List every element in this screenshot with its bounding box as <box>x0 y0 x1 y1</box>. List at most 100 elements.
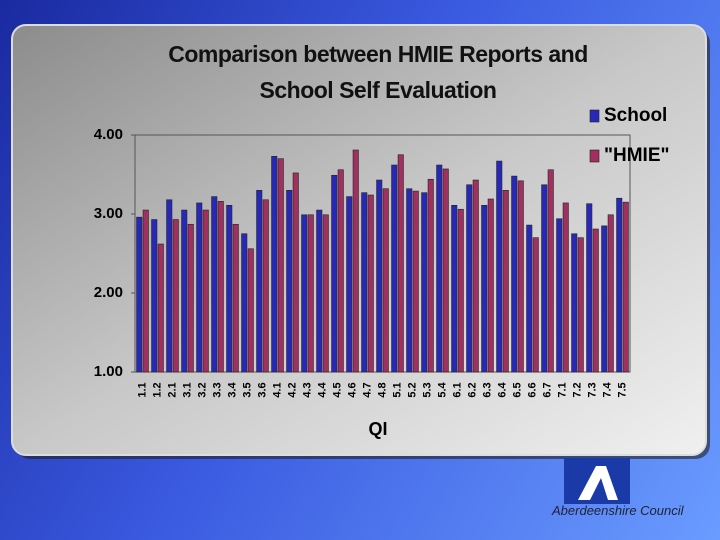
bar <box>136 216 143 373</box>
x-tick-label: 1.2 <box>151 382 163 397</box>
bar <box>496 160 503 373</box>
x-tick-label: 6.6 <box>526 382 538 397</box>
bar <box>241 233 248 373</box>
logo-text: Aberdeenshire Council <box>552 503 684 518</box>
bar <box>307 214 314 373</box>
bar <box>187 223 194 373</box>
x-tick-label: 3.1 <box>181 382 193 397</box>
bar <box>166 199 173 373</box>
bar <box>217 201 224 373</box>
bar <box>142 209 149 373</box>
x-tick-label: 4.4 <box>316 381 328 397</box>
bar <box>232 223 239 373</box>
bar <box>547 169 554 373</box>
bar <box>286 190 293 373</box>
bar <box>256 190 263 373</box>
bar <box>247 248 254 373</box>
bar <box>271 156 278 373</box>
y-tick-label: 2.00 <box>94 284 123 301</box>
bar <box>226 205 233 373</box>
x-tick-label: 3.3 <box>211 382 223 397</box>
x-tick-label: 6.3 <box>481 382 493 397</box>
bar <box>442 168 449 373</box>
bar <box>502 190 509 373</box>
x-tick-label: 3.2 <box>196 382 208 397</box>
x-tick-label: 3.5 <box>241 382 253 397</box>
bar <box>577 237 584 373</box>
x-tick-label: 4.6 <box>346 382 358 397</box>
x-tick-label: 3.6 <box>256 382 268 397</box>
plot-frame <box>134 134 631 373</box>
bar <box>352 149 359 373</box>
x-tick-label: 6.4 <box>496 381 508 397</box>
bar <box>562 202 569 373</box>
bar <box>622 201 629 373</box>
bar <box>601 225 608 373</box>
bar <box>412 190 419 373</box>
y-tick-label: 1.00 <box>94 363 123 380</box>
x-tick-label: 7.5 <box>616 382 628 397</box>
bar <box>346 196 353 373</box>
bar <box>421 192 428 373</box>
bar <box>337 169 344 373</box>
x-tick-label: 7.1 <box>556 382 568 397</box>
bar <box>292 172 299 373</box>
x-tick-label: 6.1 <box>451 382 463 397</box>
x-tick-label: 7.2 <box>571 382 583 397</box>
y-tick-label: 3.00 <box>94 205 123 222</box>
bar <box>616 197 623 373</box>
bar <box>436 164 443 373</box>
bar <box>196 202 203 373</box>
bar <box>511 175 518 373</box>
x-tick-label: 4.2 <box>286 382 298 397</box>
x-tick-label: 5.4 <box>436 381 448 397</box>
bar <box>571 233 578 373</box>
bar <box>361 192 368 373</box>
bar <box>301 214 308 373</box>
x-tick-label: 6.5 <box>511 382 523 397</box>
legend-swatch <box>589 109 600 123</box>
bar <box>397 154 404 373</box>
x-tick-label: 4.3 <box>301 382 313 397</box>
bar <box>331 174 338 373</box>
x-tick-label: 1.1 <box>136 382 148 397</box>
bar <box>607 214 614 373</box>
bar <box>457 208 464 373</box>
x-tick-label: 7.4 <box>601 381 613 397</box>
bar <box>157 243 164 373</box>
x-tick-label: 2.1 <box>166 382 178 397</box>
bar <box>376 179 383 373</box>
x-tick-label: 5.2 <box>406 382 418 397</box>
x-tick-label: 6.2 <box>466 382 478 397</box>
bar <box>586 203 593 373</box>
x-tick-label: 5.1 <box>391 382 403 397</box>
legend-label: School <box>604 105 667 126</box>
bar <box>592 228 599 373</box>
x-tick-label: 4.5 <box>331 382 343 397</box>
chart-title: Comparison between HMIE Reports and Scho… <box>168 41 588 103</box>
bar <box>151 219 158 373</box>
legend-swatch <box>589 149 600 163</box>
x-tick-label: 4.1 <box>271 382 283 397</box>
bar <box>532 237 539 373</box>
bar <box>172 219 179 373</box>
bar <box>481 205 488 373</box>
legend-label: "HMIE" <box>604 145 670 166</box>
x-tick-label: 7.3 <box>586 382 598 397</box>
y-tick-label: 4.00 <box>94 126 123 143</box>
x-tick-label: 6.7 <box>541 382 553 397</box>
bar <box>451 205 458 373</box>
bar <box>406 188 413 373</box>
bar <box>466 184 473 373</box>
bar <box>322 214 329 373</box>
bar <box>541 184 548 373</box>
bar <box>487 198 494 373</box>
x-tick-label: 3.4 <box>226 381 238 397</box>
bar <box>181 209 188 373</box>
bar <box>211 196 218 373</box>
bar <box>316 209 323 373</box>
bar <box>517 180 524 373</box>
bar <box>472 179 479 373</box>
